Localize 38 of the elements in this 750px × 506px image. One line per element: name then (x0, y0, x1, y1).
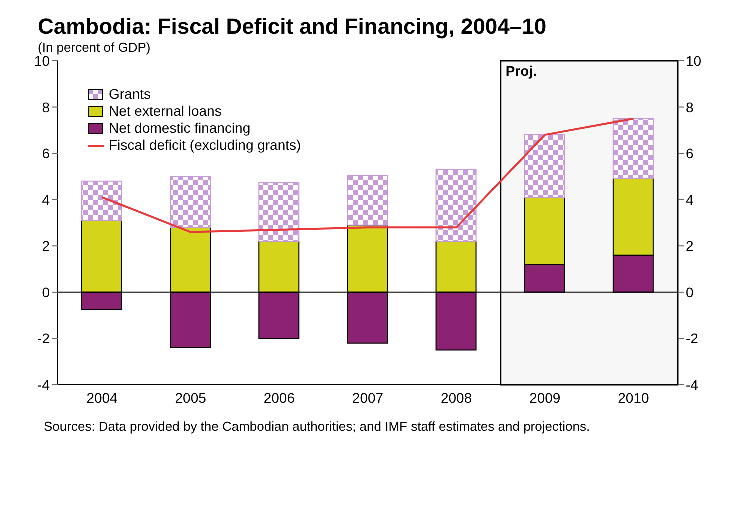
bar (612, 118, 654, 180)
x-tick-label: 2007 (352, 390, 384, 406)
bar (170, 176, 212, 228)
legend-label: Grants (109, 86, 152, 103)
y-tick-label: 0 (42, 284, 50, 300)
y-tick-label: 8 (42, 99, 50, 116)
y-tick-label: 2 (42, 238, 50, 254)
y-tick-label: 6 (42, 146, 50, 162)
y2-tick-label: 6 (686, 146, 694, 162)
y2-tick-label: 10 (686, 52, 702, 69)
bar (258, 182, 300, 242)
y-tick-label: -2 (38, 330, 50, 347)
y-tick-label: -4 (38, 376, 50, 393)
chart-subtitle: (In percent of GDP) (38, 40, 151, 55)
x-tick-label: 2004 (86, 390, 118, 406)
source-note: Sources: Data provided by the Cambodian authorities; and IMF staff estimates and projections. (43, 419, 592, 434)
y-tick-label: 4 (42, 192, 50, 208)
band-label: Proj. (506, 62, 537, 79)
x-tick-label: 2008 (440, 390, 472, 406)
legend-label: Net domestic financing (109, 120, 251, 137)
bar (82, 180, 122, 222)
x-tick-label: 2005 (175, 390, 207, 406)
bar (436, 169, 477, 242)
legend-label: Net external loans (109, 103, 222, 120)
bar (524, 134, 566, 198)
y2-tick-label: -2 (686, 330, 699, 347)
x-tick-label: 2009 (530, 390, 561, 406)
legend-label: Fiscal deficit (excluding grants) (109, 137, 302, 154)
y2-tick-label: -4 (686, 376, 699, 393)
y2-tick-label: 8 (686, 99, 694, 116)
bar (347, 175, 388, 226)
x-tick-label: 2006 (264, 390, 296, 406)
y2-tick-label: 0 (686, 284, 694, 300)
chart-title: Cambodia: Fiscal Deficit and Financing, 2004–10 (37, 14, 548, 40)
line-series (101, 118, 635, 234)
x-tick-label: 2010 (618, 390, 650, 406)
y2-tick-label: 2 (686, 238, 694, 254)
y2-tick-label: 4 (686, 192, 694, 208)
